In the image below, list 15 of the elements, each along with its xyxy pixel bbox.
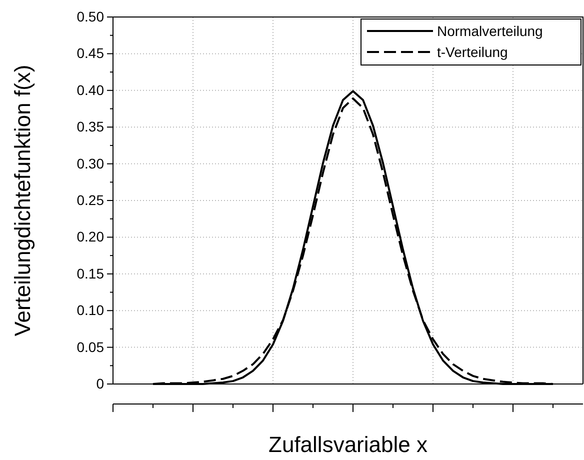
y-tick-label: 0.35 xyxy=(76,118,104,135)
x-axis-title: Zufallsvariable x xyxy=(268,432,428,457)
y-tick-label: 0.40 xyxy=(76,82,104,98)
y-tick-label: 0.20 xyxy=(76,228,104,245)
y-tick-label: 0.45 xyxy=(76,45,104,62)
legend-label: Normalverteilung xyxy=(437,23,543,39)
y-tick-label: 0.10 xyxy=(76,302,104,318)
y-tick-label: 0.25 xyxy=(76,192,104,208)
y-tick-label: 0.30 xyxy=(76,155,104,172)
y-tick-label: 0 xyxy=(96,375,104,392)
y-tick-label: 0.05 xyxy=(76,338,104,355)
y-tick-label: 0.15 xyxy=(76,265,104,282)
y-tick-label: 0.50 xyxy=(76,8,104,24)
legend-label: t-Verteilung xyxy=(437,44,508,60)
y-axis-title: Verteilungdichtefunktion f(x) xyxy=(10,64,35,336)
